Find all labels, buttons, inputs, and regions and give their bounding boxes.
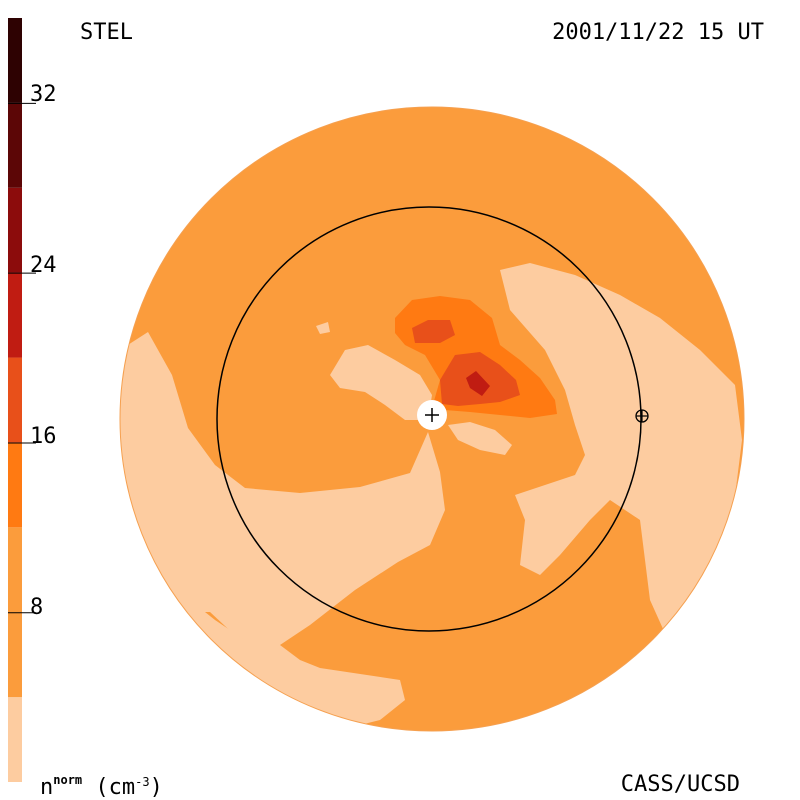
colorbar-tick-label: 24 bbox=[30, 253, 57, 278]
low-density-patch-center bbox=[448, 422, 512, 455]
datetime-label: 2001/11/22 15 UT bbox=[552, 20, 764, 45]
colorbar-segment bbox=[8, 102, 22, 188]
units-open: (cm bbox=[82, 775, 136, 800]
credit-label: CASS/UCSD bbox=[620, 772, 740, 797]
colorbar-segment bbox=[8, 187, 22, 273]
units-superscript: norm bbox=[53, 773, 83, 787]
colorbar-units-label: nnorm (cm-3) bbox=[40, 774, 163, 799]
colorbar-segment bbox=[8, 18, 22, 103]
low-density-speck bbox=[316, 322, 330, 334]
low-density-patch-north bbox=[330, 345, 432, 420]
earth-marker bbox=[635, 409, 649, 423]
colorbar-tick-label: 32 bbox=[30, 82, 57, 107]
low-density-region-east bbox=[500, 263, 742, 640]
units-base: n bbox=[40, 775, 54, 800]
colorbar-segment bbox=[8, 357, 22, 443]
colorbar-segment bbox=[8, 697, 22, 782]
colorbar-tick-label: 8 bbox=[30, 595, 44, 620]
units-close: ) bbox=[149, 775, 163, 800]
low-density-region-west bbox=[120, 332, 445, 730]
colorbar-tick-label: 16 bbox=[30, 424, 57, 449]
colorbar bbox=[8, 18, 36, 782]
colorbar-segment bbox=[8, 527, 22, 698]
inner-core-north bbox=[412, 320, 455, 343]
colorbar-segment bbox=[8, 442, 22, 528]
colorbar-segment bbox=[8, 272, 22, 358]
units-exponent: -3 bbox=[135, 775, 150, 789]
observatory-label: STEL bbox=[80, 20, 133, 45]
sun-marker bbox=[417, 400, 447, 430]
density-peak bbox=[466, 371, 490, 396]
disk-edge bbox=[119, 106, 745, 732]
earth-orbit-circle bbox=[216, 206, 642, 632]
